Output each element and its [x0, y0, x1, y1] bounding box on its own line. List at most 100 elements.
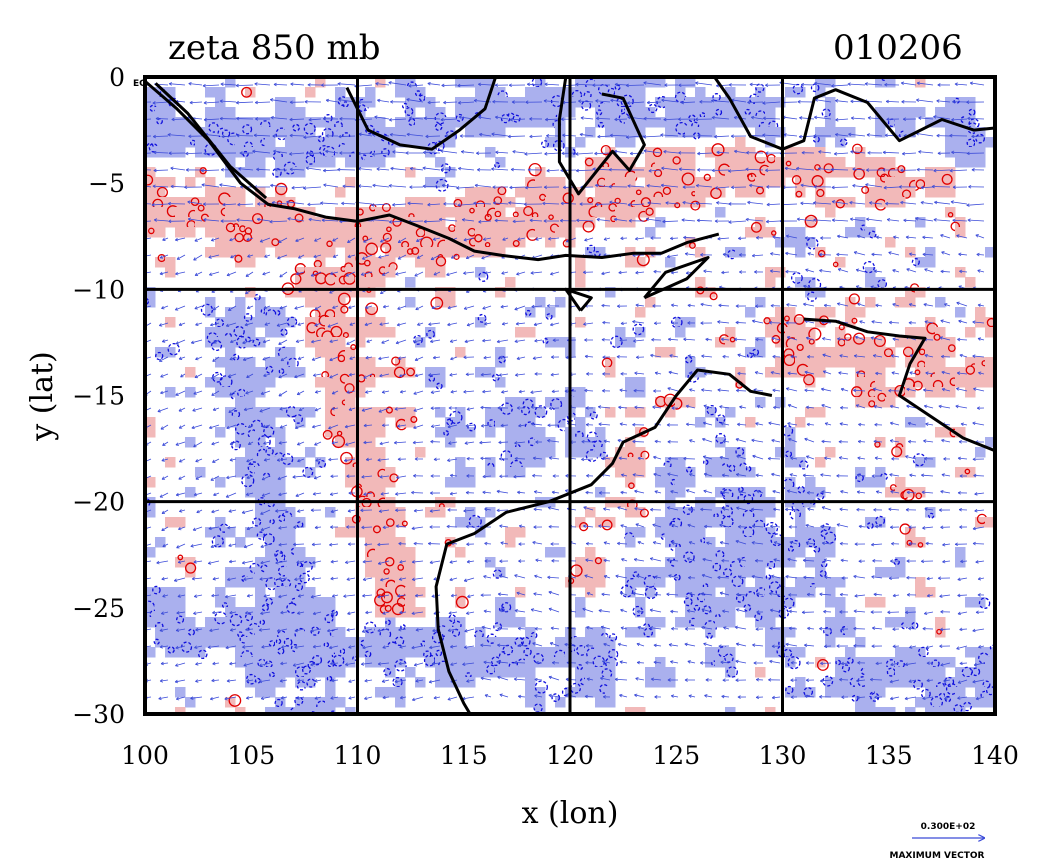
wind-vector [762, 101, 781, 104]
wind-vector-head [737, 353, 741, 357]
negative-contour [893, 558, 900, 566]
wind-vector [314, 305, 322, 310]
positive-vorticity-regions [145, 77, 995, 714]
wind-vector-head [138, 184, 141, 187]
wind-vector-head [372, 183, 376, 188]
negative-contour [308, 711, 317, 714]
negative-cell [345, 647, 356, 658]
wind-vector-head [229, 237, 233, 242]
wind-vector [806, 337, 815, 341]
negative-cell [715, 437, 726, 448]
wind-vector [635, 304, 645, 307]
negative-cell [845, 127, 856, 138]
negative-cell [925, 117, 936, 128]
wind-vector [188, 218, 203, 222]
wind-vector-head [170, 166, 174, 171]
wind-vector-head [362, 256, 366, 260]
wind-vector [762, 134, 781, 137]
positive-contour [494, 210, 502, 218]
negative-cell [955, 127, 966, 138]
negative-cell [335, 637, 346, 648]
negative-contour [744, 108, 751, 116]
negative-cell [285, 547, 296, 558]
negative-cell [475, 127, 486, 138]
wind-vector-head [230, 339, 234, 344]
negative-cell [445, 167, 456, 178]
negative-contour [491, 373, 500, 382]
wind-vector [349, 356, 356, 360]
negative-cell [505, 117, 516, 128]
negative-contour [966, 138, 976, 148]
negative-cell [435, 667, 446, 678]
negative-cell [395, 637, 406, 648]
wind-vector-head [850, 150, 854, 154]
negative-cell [805, 687, 816, 698]
wind-vector [159, 254, 169, 259]
wind-vector [358, 133, 373, 137]
positive-cell [955, 427, 966, 438]
wind-vector [230, 254, 237, 259]
wind-vector-head [745, 217, 749, 222]
negative-contour [726, 666, 738, 678]
negative-contour [512, 114, 521, 123]
negative-contour [944, 676, 955, 687]
wind-vector [936, 100, 951, 103]
positive-cell [315, 307, 326, 318]
negative-cell [215, 537, 226, 548]
negative-cell [545, 397, 556, 408]
negative-contour [394, 659, 407, 672]
positive-cell [665, 347, 676, 358]
negative-cell [255, 447, 266, 458]
positive-cell [985, 377, 995, 388]
wind-vector [338, 135, 356, 137]
positive-cell [655, 157, 666, 168]
wind-vector-head [853, 251, 858, 255]
positive-cell [395, 367, 406, 378]
negative-contour [296, 521, 304, 529]
positive-cell [925, 337, 936, 348]
wind-vector-head [902, 117, 906, 121]
negative-cell [715, 547, 726, 558]
positive-cell [915, 337, 926, 348]
negative-cell [915, 107, 926, 118]
wind-vector-head [807, 252, 811, 256]
negative-contour [265, 365, 274, 374]
negative-cell [455, 407, 466, 418]
negative-cell [435, 157, 446, 168]
wind-vector [951, 118, 968, 121]
negative-cell [155, 147, 166, 158]
negative-cell [245, 637, 256, 648]
negative-cell [575, 597, 586, 608]
negative-cell [285, 667, 296, 678]
negative-contour [823, 626, 833, 636]
wind-vector [358, 168, 373, 171]
negative-cell [375, 687, 386, 698]
wind-vector [159, 322, 169, 326]
negative-cell [595, 687, 606, 698]
negative-cell [905, 667, 916, 678]
wind-vector-head [901, 100, 905, 104]
negative-cell [765, 637, 776, 648]
wind-vector [530, 271, 543, 274]
positive-cell [525, 197, 536, 208]
negative-cell [885, 617, 896, 628]
negative-cell [215, 127, 226, 138]
negative-cell [275, 97, 286, 108]
wind-vector [717, 237, 730, 240]
negative-cell [145, 287, 156, 298]
positive-contour [322, 429, 333, 440]
wind-vector-head [482, 237, 487, 241]
negative-cell [695, 537, 706, 548]
negative-cell [315, 597, 326, 608]
wind-vector [850, 218, 866, 222]
wind-vector-head [347, 239, 351, 244]
wind-vector [648, 169, 662, 172]
wind-vector-head [427, 81, 431, 86]
negative-cell [555, 657, 566, 668]
wind-vector-head [525, 185, 529, 190]
negative-cell [965, 157, 976, 168]
wind-vector [203, 101, 220, 104]
negative-cell [225, 77, 236, 88]
positive-cell [485, 187, 496, 198]
wind-vector-head [526, 82, 531, 87]
